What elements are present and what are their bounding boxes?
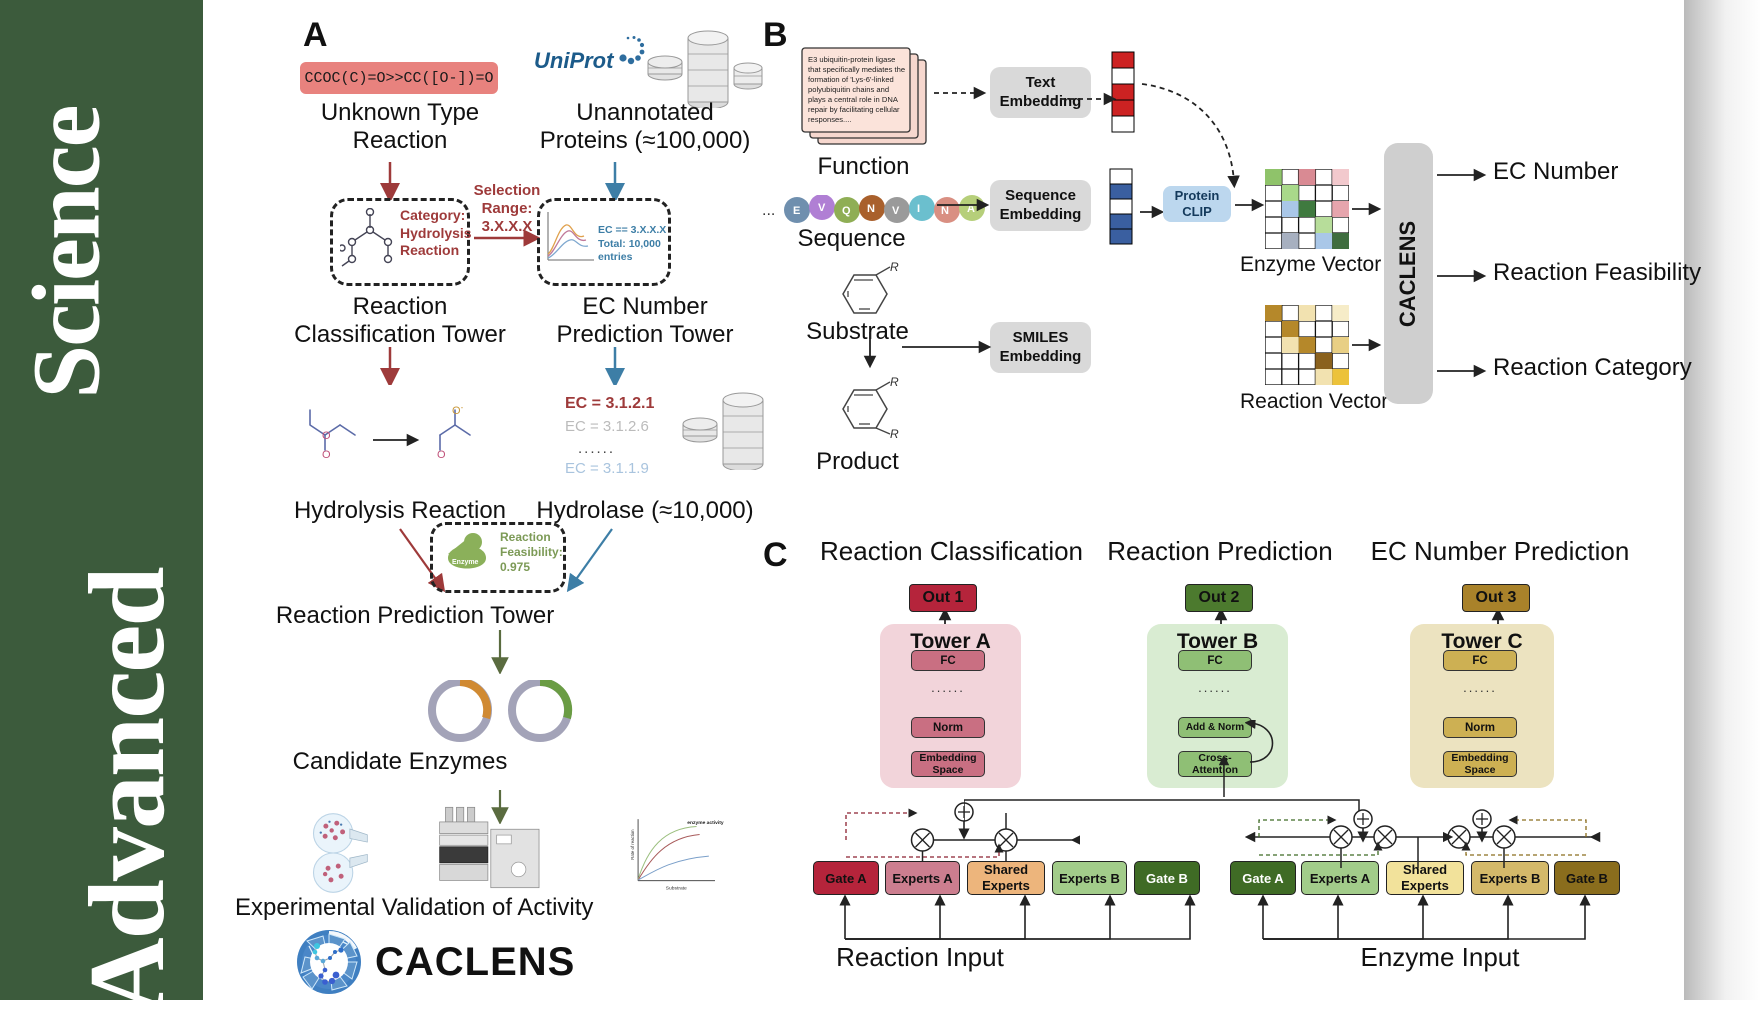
svg-text:R: R xyxy=(890,375,899,389)
svg-text:O: O xyxy=(322,449,331,461)
svg-text:...: ... xyxy=(762,202,775,219)
svg-text:Enzyme: Enzyme xyxy=(452,559,479,566)
svg-text:Q: Q xyxy=(842,205,851,217)
svg-text:Substrate: Substrate xyxy=(666,885,687,891)
svg-text:R: R xyxy=(890,427,899,440)
svg-text:Rate of reaction: Rate of reaction xyxy=(630,829,635,860)
svg-text:V: V xyxy=(892,205,900,217)
svg-text:I: I xyxy=(917,203,920,215)
svg-text:O: O xyxy=(437,449,446,461)
svg-text:enzyme activity: enzyme activity xyxy=(687,820,724,826)
svg-text:N: N xyxy=(867,203,875,215)
svg-text:UniProt: UniProt xyxy=(534,48,615,73)
svg-text:O-: O- xyxy=(452,403,464,418)
svg-text:V: V xyxy=(818,202,826,214)
svg-text:E: E xyxy=(793,205,800,217)
svg-text:O: O xyxy=(322,430,331,442)
svg-text:R: R xyxy=(890,260,899,274)
